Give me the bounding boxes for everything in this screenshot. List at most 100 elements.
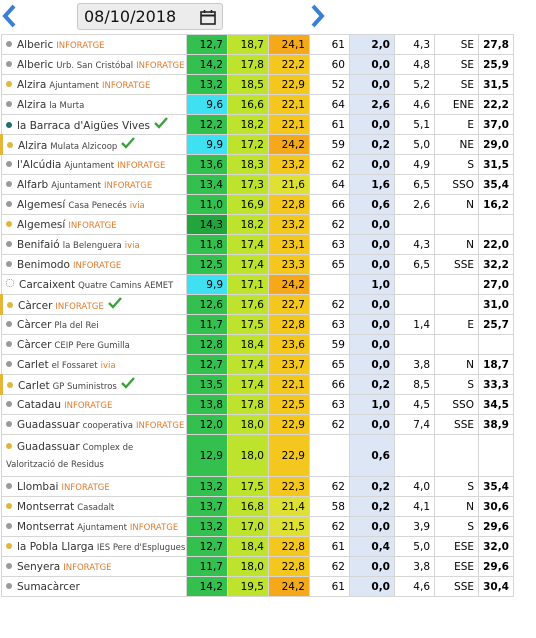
value-cell: 21,6	[268, 174, 310, 195]
value-cell: 0,0	[349, 74, 395, 95]
station-name: Algemesí	[17, 218, 66, 231]
value-cell: 11,7	[186, 556, 228, 577]
value-cell: 12,6	[186, 294, 228, 315]
value-cell: 32,2	[478, 254, 514, 275]
status-dot	[6, 200, 12, 207]
station-cell: Alzira Mulata Alzicoop	[0, 134, 187, 155]
station-name: Catadau	[17, 398, 62, 411]
value-cell: SE	[434, 54, 479, 75]
table-row[interactable]: Alzira Ajuntament INFORATGE 13,2 18,5 22,9 52 0…	[1, 74, 514, 95]
table-row[interactable]: la Barraca d'Aigües Vives 12,2 18,2 22,1 61 0…	[1, 114, 514, 135]
value-cell: 4,5	[394, 394, 435, 415]
table-row[interactable]: Guadassuar cooperativa INFORATGE 12,0 18,0 22…	[1, 414, 514, 435]
value-cell: 22,3	[268, 476, 310, 497]
table-row[interactable]: Montserrat Ajuntament INFORATGE 13,2 17,0 21,…	[1, 516, 514, 537]
value-cell: 58	[309, 496, 350, 517]
check-icon	[121, 137, 136, 149]
station-cell: Senyera INFORATGE	[1, 556, 187, 577]
source-tag: INFORATGE	[64, 400, 113, 411]
value-cell: 12,9	[186, 434, 228, 477]
table-row[interactable]: Alfarb Ajuntament INFORATGE 13,4 17,3 21,6 64 1…	[1, 174, 514, 195]
table-row[interactable]: Algemesí Casa Penecés ivia 11,0 16,9 22,8 66 0,…	[1, 194, 514, 215]
value-cell	[394, 214, 435, 235]
value-cell: 22,1	[268, 94, 310, 115]
prev-day[interactable]	[0, 2, 20, 32]
status-dot	[6, 582, 12, 589]
table-row[interactable]: Carlet GP Suministros 13,5 17,4 22,1 66 0,2 8,5…	[0, 374, 514, 395]
table-row[interactable]: Alberic Urb. San Cristóbal INFORATGE 14,2 17…	[1, 54, 514, 75]
table-row[interactable]: Sumacàrcer 14,2 19,5 24,2 61 0,0 4,6 SSE 30,4	[1, 576, 514, 597]
table-row[interactable]: Càrcer Pla del Rei 11,7 17,5 22,8 63 0,0 1,4 E 25…	[1, 314, 514, 335]
status-dot	[6, 360, 12, 367]
source-tag: INFORATGE	[68, 220, 117, 231]
check-icon	[121, 377, 135, 389]
value-cell: 22,7	[268, 294, 310, 315]
table-row[interactable]: Alzira la Murta 9,6 16,6 22,1 64 2,6 4,6 ENE 22,2	[1, 94, 514, 115]
station-name: Alfarb	[17, 178, 49, 191]
value-cell: 27,0	[478, 274, 514, 295]
station-name: Carlet	[17, 358, 49, 371]
source-tag: INFORATGE	[55, 302, 104, 312]
value-cell: 23,7	[268, 354, 310, 375]
table-row[interactable]: la Pobla Llarga IES Pere d'Esplugues 12,7 1…	[1, 536, 514, 557]
value-cell	[394, 434, 435, 477]
station-name: Alzira	[18, 140, 48, 152]
value-cell: 0,0	[349, 214, 395, 235]
table-row[interactable]: Benifaió la Belenguera ivia 11,8 17,4 23,1 63 0…	[1, 234, 514, 255]
station-cell: Sumacàrcer	[1, 576, 187, 597]
value-cell: 0,0	[349, 516, 395, 537]
table-row[interactable]: Llombai INFORATGE 13,2 17,5 22,3 62 0,2 4,0 S 35,…	[1, 476, 514, 497]
value-cell: 12,5	[186, 254, 228, 275]
status-dot	[6, 562, 12, 569]
station-name: Algemesí	[17, 198, 66, 211]
table-row[interactable]: l'Alcúdia Ajuntament INFORATGE 13,6 18,3 23,2…	[1, 154, 514, 175]
table-row[interactable]: Alzira Mulata Alzicoop 9,9 17,2 24,2 59 0,2 5,0…	[0, 134, 514, 155]
station-cell: Alberic INFORATGE	[1, 34, 187, 55]
source-tag: INFORATGE	[63, 562, 112, 573]
value-cell: 22,8	[268, 536, 310, 557]
station-name: Càrcer	[17, 338, 52, 351]
source-tag: INFORATGE	[117, 160, 166, 171]
status-dot	[6, 60, 12, 67]
value-cell	[394, 274, 435, 295]
table-row[interactable]: Benimodo INFORATGE 12,5 17,4 23,3 65 0,0 6,5 SSE…	[1, 254, 514, 275]
status-dot	[7, 382, 13, 388]
station-cell: Carlet GP Suministros	[0, 374, 187, 395]
value-cell	[434, 274, 479, 295]
value-cell: 31,0	[478, 294, 514, 315]
table-row[interactable]: Algemesí INFORATGE 14,3 18,2 23,2 62 0,0	[1, 214, 514, 235]
value-cell: 24,2	[268, 576, 310, 597]
station-sub: IES Pere d'Esplugues	[96, 542, 186, 553]
value-cell: S	[434, 154, 479, 175]
value-cell: 22,8	[268, 194, 310, 215]
value-cell: 0,0	[349, 234, 395, 255]
value-cell: 62	[309, 476, 350, 497]
status-dot	[6, 482, 12, 489]
table-row[interactable]: Montserrat Casadalt 13,7 16,8 21,4 58 0,2 4,1 N 3…	[1, 496, 514, 517]
value-cell: 17,4	[227, 254, 269, 275]
value-cell: 0,0	[349, 254, 395, 275]
station-sub: GP Suministros	[52, 382, 117, 392]
date-picker[interactable]: 08/10/2018	[77, 3, 223, 30]
status-dot	[6, 122, 12, 128]
table-row[interactable]: Guadassuar Complex de Valorització de Res…	[1, 434, 514, 477]
table-row[interactable]: Senyera INFORATGE 11,7 18,0 22,8 62 0,0 3,8 ESE 2…	[1, 556, 514, 577]
station-sub: Casa Penecés	[68, 200, 127, 211]
status-dot	[6, 320, 12, 327]
station-name: Carcaixent	[19, 278, 76, 291]
table-row[interactable]: Carcaixent Quatre Camins AEMET 9,9 17,1 24,2…	[1, 274, 514, 295]
station-name: Benifaió	[17, 238, 60, 251]
table-row[interactable]: Càrcer INFORATGE 12,6 17,6 22,7 62 0,0 31,0	[0, 294, 514, 315]
value-cell: 16,8	[227, 496, 269, 517]
station-name: Alberic	[17, 38, 54, 51]
table-row[interactable]: Carlet el Fossaret ivia 12,7 17,4 23,7 65 0,0 3,…	[1, 354, 514, 375]
next-day[interactable]	[307, 2, 327, 32]
table-row[interactable]: Càrcer CEIP Pere Gumilla 12,8 18,4 23,6 59 0,0	[1, 334, 514, 355]
table-row[interactable]: Alberic INFORATGE 12,7 18,7 24,1 61 2,0 4,3 SE 27…	[1, 34, 514, 55]
value-cell: ENE	[434, 94, 479, 115]
value-cell: 18,4	[227, 536, 269, 557]
table-row[interactable]: Catadau INFORATGE 13,8 17,8 22,5 63 1,0 4,5 SSO 3…	[1, 394, 514, 415]
value-cell: 3,9	[394, 516, 435, 537]
station-name: Senyera	[17, 560, 61, 573]
value-cell: 4,0	[394, 476, 435, 497]
